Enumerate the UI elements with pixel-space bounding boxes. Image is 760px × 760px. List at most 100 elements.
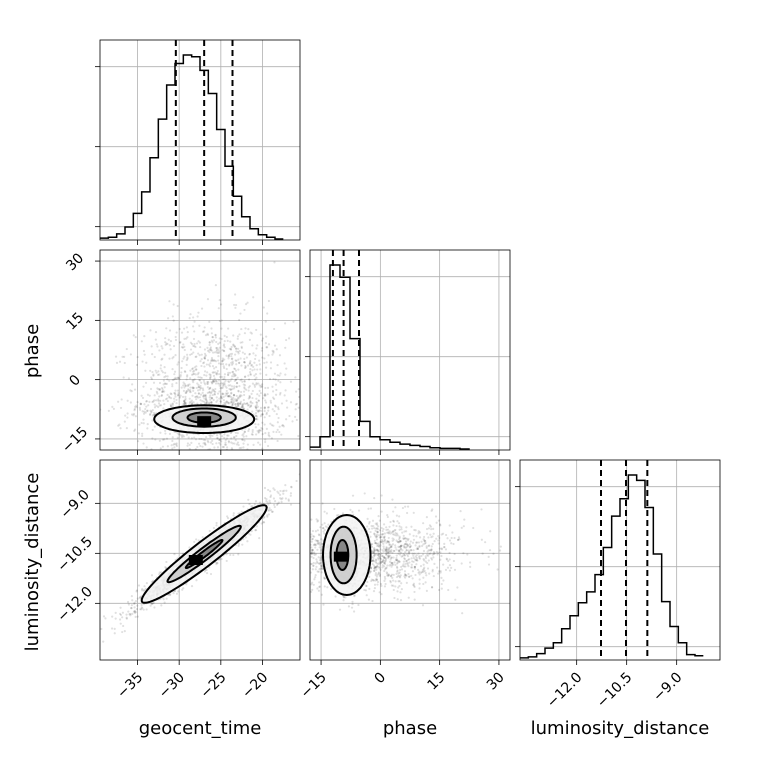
scatter-point <box>279 381 282 384</box>
scatter-point <box>261 337 265 340</box>
scatter-point <box>403 573 407 576</box>
scatter-point <box>376 544 379 548</box>
scatter-point <box>418 556 421 559</box>
scatter-point <box>203 370 207 373</box>
scatter-point <box>203 402 207 405</box>
scatter-point <box>408 575 411 578</box>
scatter-point <box>133 407 136 410</box>
scatter-point <box>267 354 270 357</box>
scatter-point <box>146 465 148 467</box>
scatter-point <box>241 438 244 441</box>
scatter-point <box>159 404 163 407</box>
scatter-point <box>373 566 376 569</box>
scatter-point <box>374 541 377 545</box>
scatter-point <box>423 559 426 562</box>
scatter-point <box>416 547 420 550</box>
scatter-point <box>374 579 377 582</box>
scatter-point <box>168 395 171 398</box>
y-axis-label-phase: phase <box>22 324 43 378</box>
scatter-point <box>187 383 190 386</box>
scatter-point <box>218 382 221 385</box>
scatter-point <box>398 535 401 538</box>
scatter-point <box>310 590 313 593</box>
scatter-point <box>199 376 202 379</box>
scatter-point <box>232 373 235 376</box>
scatter-point <box>412 582 416 585</box>
scatter-point <box>162 379 165 382</box>
scatter-point <box>222 445 225 449</box>
scatter-point <box>150 448 153 450</box>
scatter-point <box>431 535 434 538</box>
scatter-point <box>385 541 388 544</box>
scatter-point <box>110 627 114 630</box>
scatter-point <box>255 347 258 350</box>
scatter-point <box>214 333 217 336</box>
scatter-point <box>210 396 213 399</box>
scatter-point <box>218 441 221 445</box>
scatter-point <box>402 544 405 547</box>
scatter-point <box>379 535 382 539</box>
scatter-point <box>453 536 456 540</box>
scatter-point <box>223 401 226 404</box>
scatter-point <box>212 389 215 392</box>
scatter-point <box>228 363 231 366</box>
scatter-point <box>215 434 219 437</box>
scatter-point <box>243 379 246 383</box>
scatter-point <box>232 436 236 439</box>
scatter-point <box>305 391 307 393</box>
scatter-point <box>446 566 450 569</box>
scatter-point <box>130 606 133 610</box>
scatter-point <box>388 546 391 549</box>
scatter-point <box>439 551 442 554</box>
scatter-point <box>289 492 293 495</box>
scatter-point <box>213 446 216 449</box>
scatter-point <box>461 612 464 615</box>
scatter-point <box>160 393 164 397</box>
scatter-point <box>264 432 267 435</box>
scatter-point <box>224 385 227 388</box>
scatter-point <box>226 515 229 518</box>
scatter-point <box>129 612 132 616</box>
scatter-point <box>297 434 300 438</box>
scatter-point <box>323 510 326 513</box>
scatter-point <box>180 434 183 437</box>
scatter-point <box>209 455 211 457</box>
scatter-point <box>230 355 233 358</box>
scatter-point <box>259 392 262 395</box>
scatter-point <box>202 389 205 392</box>
scatter-point <box>234 293 237 296</box>
scatter-point <box>442 579 445 582</box>
scatter-point <box>268 435 271 438</box>
scatter-point <box>412 584 416 587</box>
scatter-point <box>428 544 431 547</box>
scatter-point <box>383 565 386 568</box>
scatter-point <box>186 353 189 356</box>
scatter-point <box>385 549 388 552</box>
scatter-point <box>276 428 279 431</box>
scatter-point <box>375 535 378 538</box>
scatter-point <box>178 433 181 436</box>
scatter-point <box>211 358 214 361</box>
scatter-point <box>161 371 165 374</box>
scatter-point <box>241 351 244 354</box>
scatter-point <box>168 379 171 382</box>
scatter-point <box>221 445 224 449</box>
scatter-point <box>166 375 169 378</box>
scatter-point <box>378 552 381 556</box>
scatter-point <box>220 395 223 398</box>
scatter-point <box>213 456 215 458</box>
scatter-point <box>182 384 185 387</box>
scatter-point <box>405 560 408 563</box>
scatter-point <box>223 366 226 370</box>
scatter-point <box>133 429 136 432</box>
scatter-point <box>234 465 236 467</box>
scatter-point <box>285 399 288 402</box>
scatter-point <box>324 406 326 408</box>
scatter-point <box>422 543 425 546</box>
scatter-point <box>374 536 378 539</box>
scatter-point <box>186 357 189 360</box>
scatter-point <box>248 502 251 506</box>
scatter-point <box>259 372 262 375</box>
scatter-point <box>321 527 325 530</box>
scatter-point <box>196 395 199 398</box>
